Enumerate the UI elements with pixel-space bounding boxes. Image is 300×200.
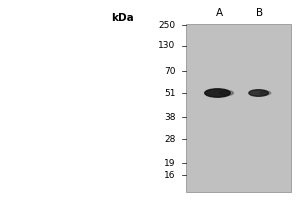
Text: 19: 19 (164, 158, 176, 168)
Text: 38: 38 (164, 112, 176, 121)
Text: 28: 28 (164, 134, 176, 144)
Text: 250: 250 (158, 21, 176, 29)
Text: B: B (256, 8, 263, 18)
Ellipse shape (205, 89, 230, 97)
Bar (186, 24, 291, 192)
Text: A: A (215, 8, 223, 18)
Ellipse shape (260, 91, 271, 95)
Text: kDa: kDa (111, 13, 134, 23)
Ellipse shape (219, 90, 233, 96)
Ellipse shape (249, 90, 268, 96)
Text: 51: 51 (164, 88, 176, 98)
Text: 130: 130 (158, 42, 176, 50)
Text: 16: 16 (164, 170, 176, 180)
Text: 70: 70 (164, 66, 176, 75)
